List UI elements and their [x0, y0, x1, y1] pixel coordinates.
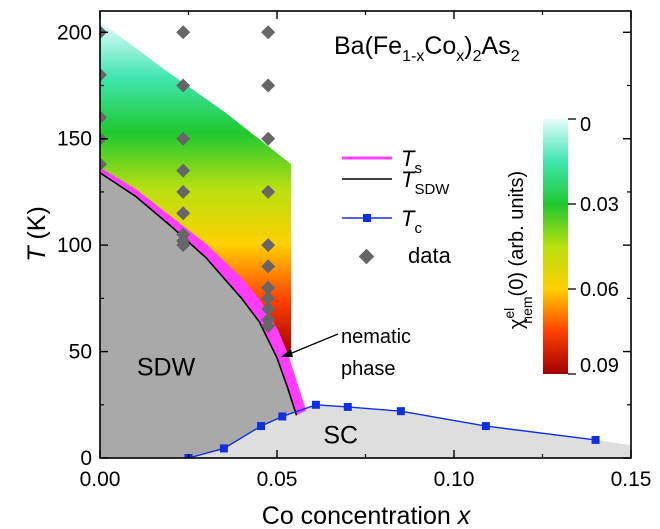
x-axis-label: Co concentration x: [262, 502, 472, 529]
data-point: [261, 184, 276, 199]
sdw-region: [100, 172, 297, 458]
tc-point: [219, 444, 228, 453]
colorbar-bar: [543, 119, 568, 374]
x-tick-label: 0.15: [611, 468, 652, 491]
x-tick-label: 0.05: [257, 468, 298, 491]
tc-point: [257, 422, 266, 431]
legend: Ts TSDW Tc data: [342, 146, 452, 268]
tc-point: [278, 412, 287, 421]
nematic-annotation-line1: nematic: [341, 326, 411, 348]
data-point: [176, 163, 191, 178]
legend-ts-label: Ts: [401, 146, 422, 177]
annotation-arrowhead: [281, 349, 293, 357]
data-point: [100, 157, 107, 172]
colorbar-tick-label: 0.06: [580, 279, 619, 301]
data-point: [261, 319, 276, 334]
y-tick-label: 0: [80, 447, 92, 470]
tc-point: [311, 400, 320, 409]
data-point: [261, 291, 276, 306]
data-point: [261, 78, 276, 93]
y-tick-label: 150: [57, 128, 92, 151]
sdw-region-label: SDW: [137, 353, 196, 381]
data-point: [261, 131, 276, 146]
colorbar-tick-label: 0.09: [580, 355, 619, 377]
nematic-annotation-line2: phase: [341, 358, 396, 380]
data-point: [176, 206, 191, 221]
annotation-arrow-line: [286, 333, 339, 356]
tc-point: [396, 407, 405, 416]
colorbar: 0 0.03 0.06 0.09 χel nem(0) (arb. units): [501, 114, 619, 377]
tc-point: [343, 402, 352, 411]
ts-line: [100, 167, 307, 412]
data-point: [100, 110, 107, 125]
y-tick-label: 50: [69, 341, 92, 364]
y-axis-label: T (K): [23, 206, 51, 262]
legend-tc-marker: [363, 214, 371, 222]
data-point: [176, 25, 191, 40]
data-point: [261, 259, 276, 274]
x-tick-label: 0.00: [80, 468, 121, 491]
data-point: [176, 184, 191, 199]
data-point: [261, 302, 276, 316]
colorbar-tick-label: 0.03: [580, 194, 619, 216]
legend-data-marker: [358, 248, 375, 265]
data-point: [261, 280, 276, 295]
x-tick-label: 0.10: [434, 468, 475, 491]
data-point: [261, 238, 276, 253]
legend-tsdw-label: TSDW: [401, 167, 450, 198]
data-point: [176, 78, 191, 93]
legend-tc-label: Tc: [401, 206, 422, 237]
tc-point: [591, 435, 600, 444]
data-point: [261, 25, 276, 40]
data-point: [100, 67, 107, 82]
nematic-susceptibility-map: [100, 21, 292, 356]
colorbar-tick-label: 0: [580, 114, 591, 136]
chart-title: Ba(Fe1-xCox)2As2: [334, 32, 520, 65]
y-tick-label: 100: [57, 234, 92, 257]
y-tick-label: 200: [57, 21, 92, 44]
tsdw-line: [100, 172, 298, 416]
tc-point: [481, 422, 490, 431]
plot-area: [100, 21, 631, 458]
colorbar-label: χel nem(0) (arb. units): [501, 171, 535, 329]
sc-region: [188, 404, 631, 458]
data-point: [176, 131, 191, 146]
legend-data-label: data: [408, 243, 452, 268]
data-point: [176, 238, 191, 253]
sc-region-label: SC: [323, 422, 358, 450]
